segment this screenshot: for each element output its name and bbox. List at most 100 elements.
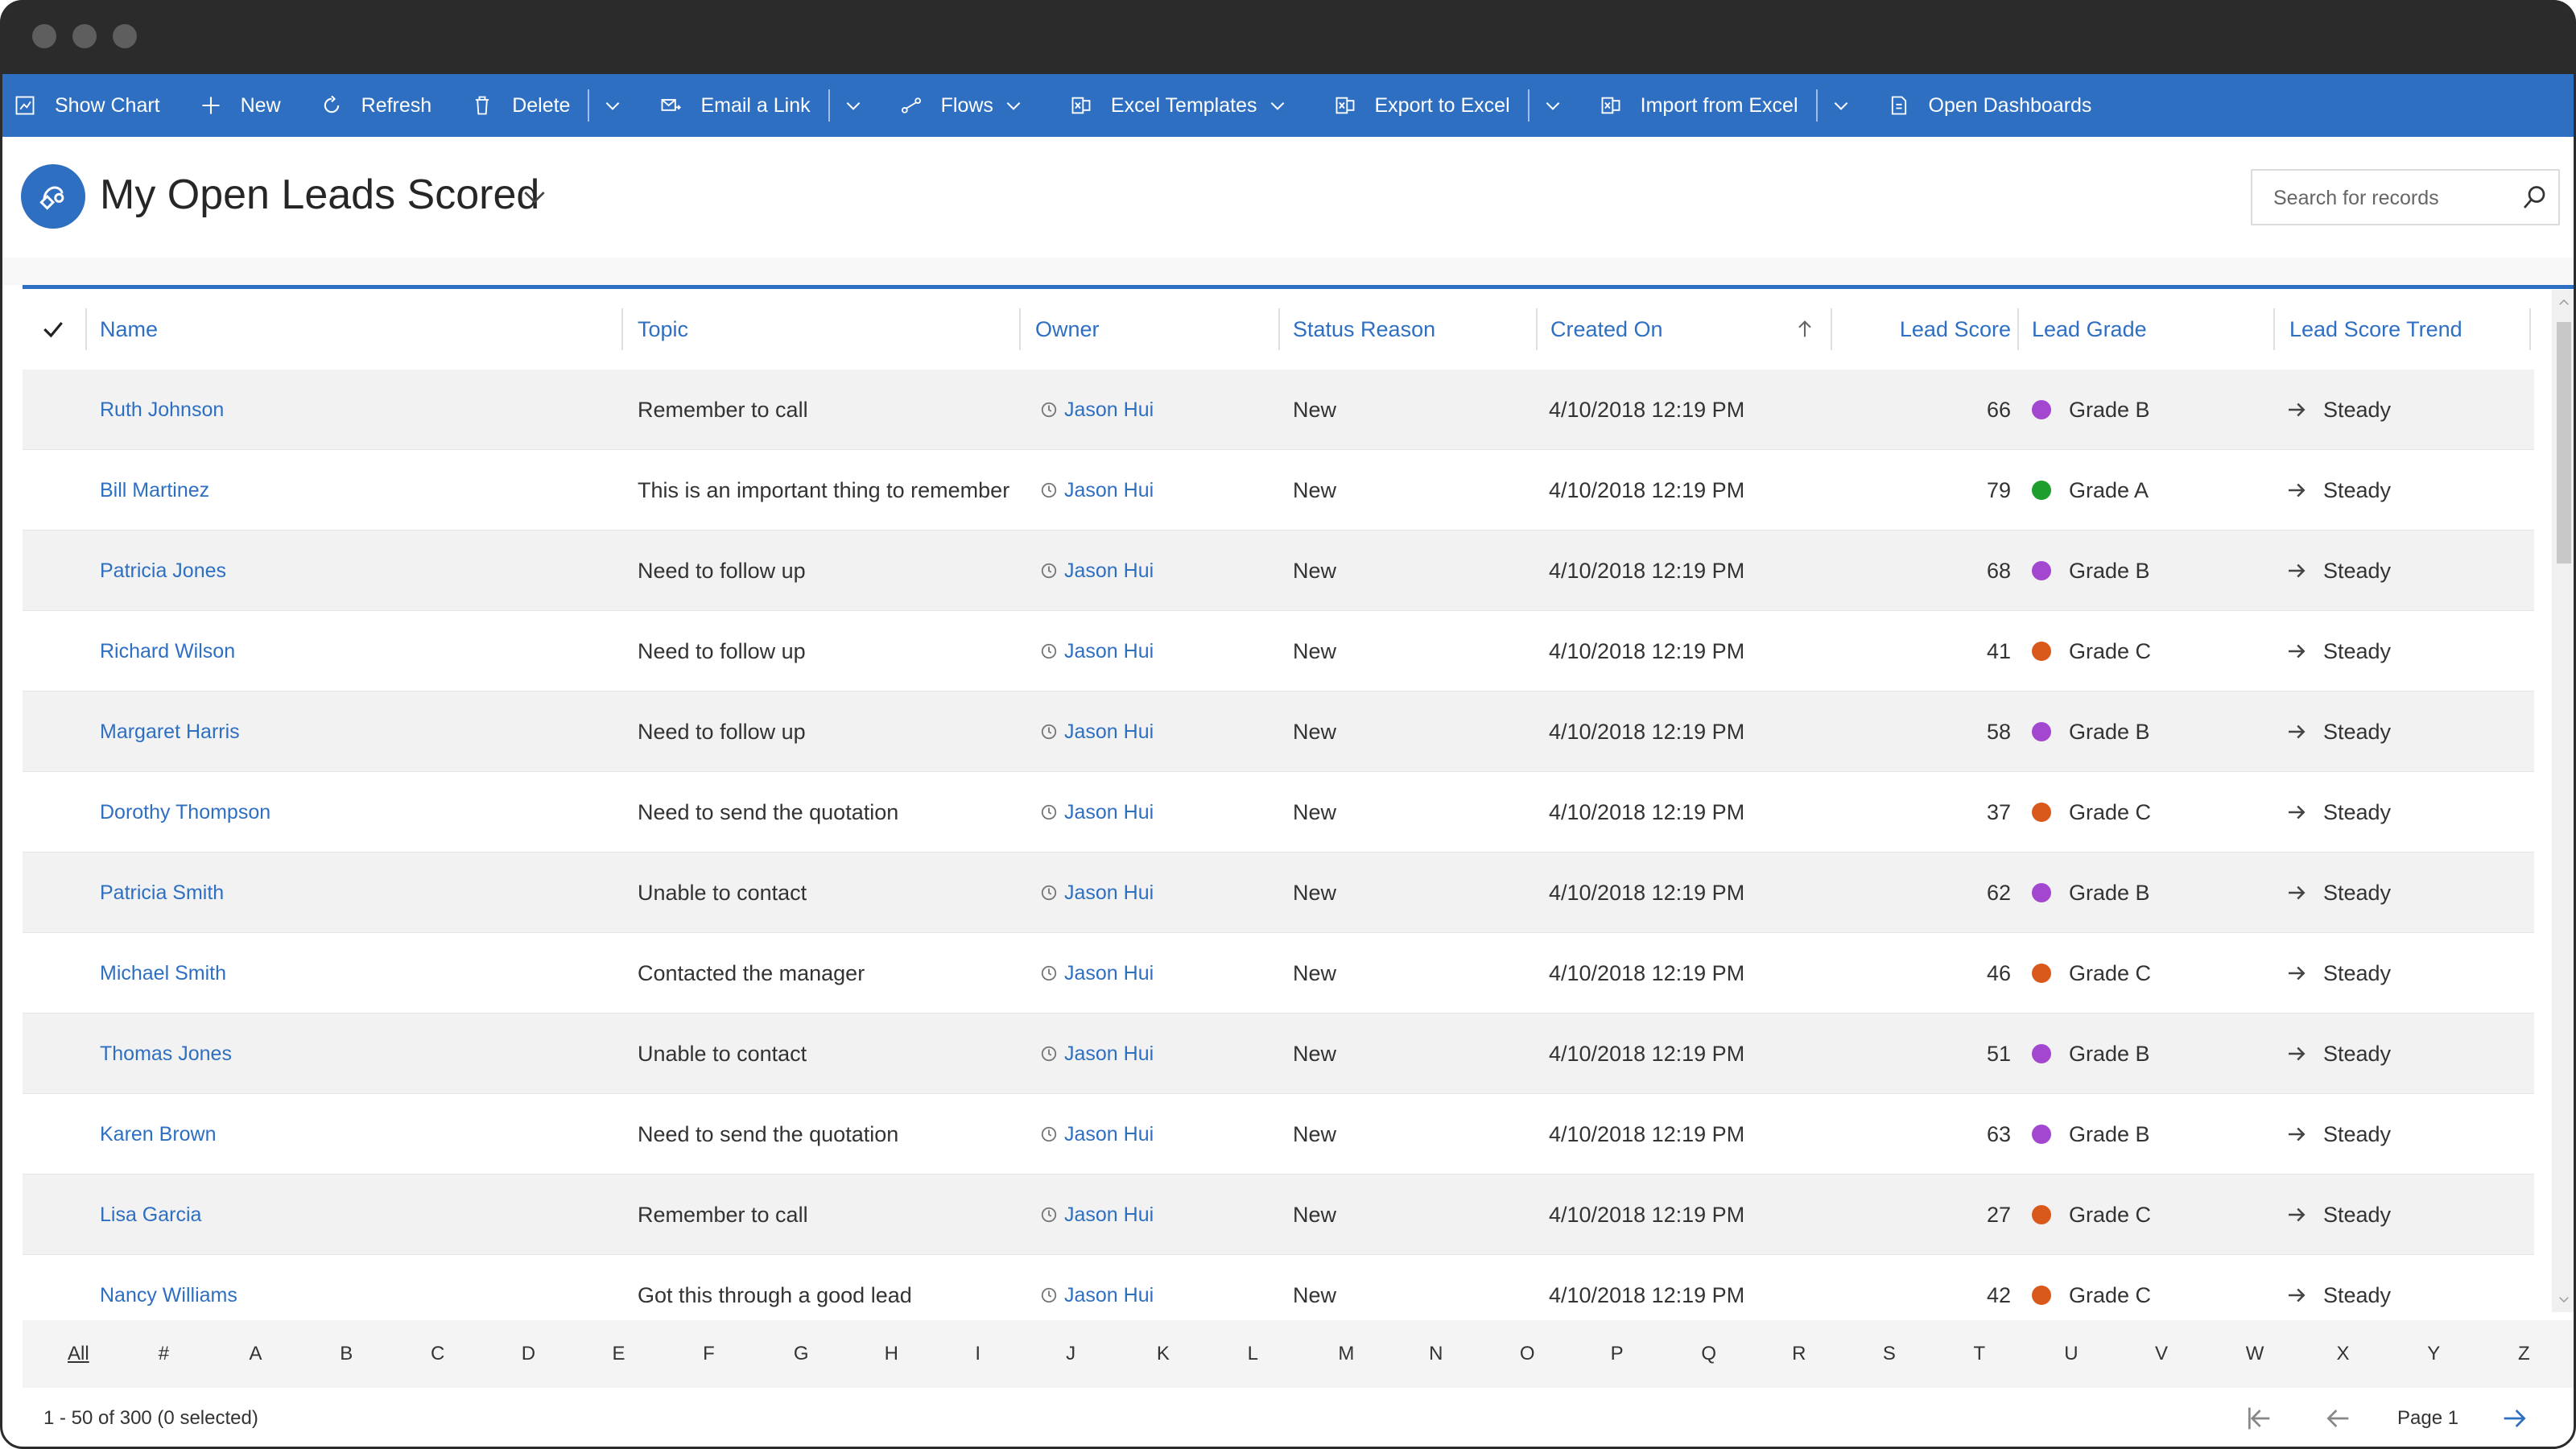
owner-link[interactable]: Jason Hui xyxy=(1040,1255,1154,1335)
table-row[interactable]: Margaret Harris Need to follow up Jason Hu… xyxy=(23,691,2534,772)
page-title[interactable]: My Open Leads Scored xyxy=(100,171,540,218)
search-input[interactable] xyxy=(2273,182,2515,214)
import-more-chevron-down-icon[interactable] xyxy=(1829,93,1853,118)
column-header-topic[interactable]: Topic xyxy=(638,316,689,341)
window-minimize-button[interactable] xyxy=(72,24,97,48)
view-selector-chevron-down-icon[interactable] xyxy=(518,180,551,213)
owner-link[interactable]: Jason Hui xyxy=(1040,530,1154,611)
jump-letter[interactable]: U xyxy=(2064,1343,2079,1364)
scroll-up-chevron-icon[interactable] xyxy=(2557,293,2571,312)
jump-letter[interactable]: T xyxy=(1973,1343,1986,1364)
jump-letter[interactable]: K xyxy=(1156,1343,1170,1364)
lead-name-link[interactable]: Margaret Harris xyxy=(100,720,240,743)
owner-link[interactable]: Jason Hui xyxy=(1040,450,1154,530)
scroll-down-chevron-icon[interactable] xyxy=(2557,1290,2571,1309)
owner-link[interactable]: Jason Hui xyxy=(1040,611,1154,691)
table-row[interactable]: Patricia Smith Unable to contact Jason Hui… xyxy=(23,852,2534,933)
email-more-chevron-down-icon[interactable] xyxy=(841,93,865,118)
column-header-owner[interactable]: Owner xyxy=(1035,316,1100,341)
jump-letter[interactable]: N xyxy=(1429,1343,1443,1364)
owner-link[interactable]: Jason Hui xyxy=(1040,1094,1154,1174)
lead-name-link[interactable]: Bill Martinez xyxy=(100,478,210,502)
lead-name-link[interactable]: Richard Wilson xyxy=(100,639,236,663)
lead-name-link[interactable]: Lisa Garcia xyxy=(100,1203,202,1226)
jump-letter[interactable]: D xyxy=(521,1343,536,1364)
import-from-excel-button[interactable]: Import from Excel xyxy=(1599,74,1798,137)
lead-name-link[interactable]: Thomas Jones xyxy=(100,1042,232,1065)
export-to-excel-button[interactable]: Export to Excel xyxy=(1333,74,1510,137)
jump-letter[interactable]: J xyxy=(1066,1343,1076,1364)
jump-letter[interactable]: V xyxy=(2155,1343,2169,1364)
column-header-created-on[interactable]: Created On xyxy=(1550,316,1663,341)
column-header-lead-score-trend[interactable]: Lead Score Trend xyxy=(2289,316,2462,341)
jump-letter[interactable]: Z xyxy=(2518,1343,2530,1364)
previous-page-arrow-left-icon[interactable] xyxy=(2322,1402,2354,1435)
jump-letter[interactable]: A xyxy=(249,1343,262,1364)
jump-letter[interactable]: X xyxy=(2336,1343,2350,1364)
column-header-name[interactable]: Name xyxy=(100,316,159,341)
owner-link[interactable]: Jason Hui xyxy=(1040,1174,1154,1255)
table-row[interactable]: Michael Smith Contacted the manager Jason … xyxy=(23,933,2534,1013)
excel-templates-button[interactable]: Excel Templates xyxy=(1069,74,1290,137)
column-header-status-reason[interactable]: Status Reason xyxy=(1293,316,1436,341)
owner-link[interactable]: Jason Hui xyxy=(1040,691,1154,772)
jump-letter[interactable]: M xyxy=(1338,1343,1355,1364)
flows-button[interactable]: Flows xyxy=(899,74,1026,137)
jump-letter[interactable]: Q xyxy=(1701,1343,1716,1364)
jump-letter[interactable]: P xyxy=(1610,1343,1624,1364)
scrollbar-thumb[interactable] xyxy=(2557,322,2571,564)
open-dashboards-button[interactable]: Open Dashboards xyxy=(1887,74,2091,137)
table-row[interactable]: Richard Wilson Need to follow up Jason Hui… xyxy=(23,611,2534,691)
delete-button[interactable]: Delete xyxy=(470,74,570,137)
jump-letter[interactable]: # xyxy=(158,1343,170,1364)
delete-more-chevron-down-icon[interactable] xyxy=(601,93,625,118)
new-button[interactable]: New xyxy=(199,74,281,137)
lead-name-link[interactable]: Karen Brown xyxy=(100,1122,217,1146)
owner-link[interactable]: Jason Hui xyxy=(1040,369,1154,450)
select-all-checkbox[interactable] xyxy=(40,289,72,369)
lead-name-link[interactable]: Ruth Johnson xyxy=(100,398,225,421)
jump-letter[interactable]: R xyxy=(1792,1343,1806,1364)
jump-letter[interactable]: E xyxy=(612,1343,625,1364)
lead-name-link[interactable]: Patricia Jones xyxy=(100,559,227,582)
owner-link[interactable]: Jason Hui xyxy=(1040,933,1154,1013)
jump-letter[interactable]: All xyxy=(68,1343,89,1364)
jump-letter[interactable]: I xyxy=(975,1343,981,1364)
table-row[interactable]: Ruth Johnson Remember to call Jason Hui New… xyxy=(23,369,2534,450)
jump-letter[interactable]: W xyxy=(2245,1343,2264,1364)
jump-letter[interactable]: F xyxy=(703,1343,715,1364)
column-header-lead-grade[interactable]: Lead Grade xyxy=(2032,316,2147,341)
jump-letter[interactable]: S xyxy=(1882,1343,1896,1364)
table-row[interactable]: Patricia Jones Need to follow up Jason Hui… xyxy=(23,530,2534,611)
search-icon[interactable] xyxy=(2520,184,2549,213)
email-a-link-button[interactable]: Email a Link xyxy=(658,74,811,137)
owner-link[interactable]: Jason Hui xyxy=(1040,772,1154,852)
first-page-icon[interactable] xyxy=(2243,1402,2275,1435)
lead-name-link[interactable]: Dorothy Thompson xyxy=(100,800,271,824)
jump-letter[interactable]: C xyxy=(430,1343,445,1364)
table-row[interactable]: Karen Brown Need to send the quotation Jas… xyxy=(23,1094,2534,1174)
jump-letter[interactable]: O xyxy=(1519,1343,1535,1364)
jump-letter[interactable]: H xyxy=(884,1343,898,1364)
owner-link[interactable]: Jason Hui xyxy=(1040,852,1154,933)
jump-letter[interactable]: Y xyxy=(2427,1343,2441,1364)
jump-letter[interactable]: L xyxy=(1247,1343,1258,1364)
column-header-lead-score[interactable]: Lead Score xyxy=(1899,316,2011,341)
owner-link[interactable]: Jason Hui xyxy=(1040,1013,1154,1094)
show-chart-button[interactable]: Show Chart xyxy=(13,74,160,137)
next-page-arrow-right-icon[interactable] xyxy=(2499,1402,2531,1435)
lead-name-link[interactable]: Nancy Williams xyxy=(100,1283,237,1307)
vertical-scrollbar[interactable] xyxy=(2552,290,2576,1312)
lead-name-link[interactable]: Patricia Smith xyxy=(100,881,225,904)
jump-letter[interactable]: G xyxy=(793,1343,809,1364)
table-row[interactable]: Thomas Jones Unable to contact Jason Hui Ne… xyxy=(23,1013,2534,1094)
jump-letter[interactable]: B xyxy=(340,1343,353,1364)
table-row[interactable]: Dorothy Thompson Need to send the quotati… xyxy=(23,772,2534,852)
lead-name-link[interactable]: Michael Smith xyxy=(100,961,226,985)
table-row[interactable]: Bill Martinez This is an important thing … xyxy=(23,450,2534,530)
window-maximize-button[interactable] xyxy=(113,24,137,48)
window-close-button[interactable] xyxy=(32,24,56,48)
table-row[interactable]: Lisa Garcia Remember to call Jason Hui New 4… xyxy=(23,1174,2534,1255)
refresh-button[interactable]: Refresh xyxy=(320,74,431,137)
export-more-chevron-down-icon[interactable] xyxy=(1541,93,1565,118)
